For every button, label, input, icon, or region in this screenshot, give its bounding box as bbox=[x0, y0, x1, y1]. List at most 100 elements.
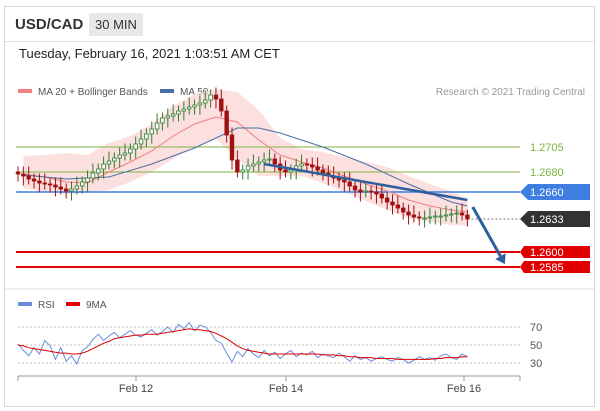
pivot-tag-label-1.2660: 1.2660 bbox=[530, 187, 564, 199]
rsi-legend-swatch bbox=[18, 302, 32, 306]
projection-arrowhead bbox=[495, 253, 506, 264]
candle-body bbox=[384, 197, 390, 203]
candle-body bbox=[310, 164, 315, 168]
candle-body bbox=[80, 181, 85, 187]
projection-arrow-shaft bbox=[471, 206, 502, 257]
candle-body bbox=[272, 158, 277, 165]
candle-body bbox=[42, 182, 47, 185]
ma50-legend-label: MA 50 bbox=[180, 87, 209, 98]
candle-body bbox=[74, 185, 80, 190]
candle-body bbox=[128, 148, 133, 154]
candle-body bbox=[422, 217, 427, 220]
ma20-legend-label: MA 20 + Bollinger Bands bbox=[38, 87, 148, 98]
candle-body bbox=[411, 214, 417, 218]
candle-body bbox=[208, 94, 213, 101]
candle-body bbox=[261, 159, 267, 163]
candle-body bbox=[395, 204, 401, 209]
ma9-legend-swatch bbox=[66, 302, 80, 306]
candle-body bbox=[203, 99, 208, 104]
currency-pair-title: USD/CAD bbox=[15, 16, 84, 33]
candle-body bbox=[235, 159, 240, 173]
ma50-legend-swatch bbox=[160, 89, 174, 93]
candle-body bbox=[170, 113, 176, 117]
current-price-tag bbox=[520, 211, 590, 227]
trend-layer bbox=[263, 162, 506, 264]
candle-body bbox=[53, 184, 58, 188]
support-tag-label-1.2585: 1.2585 bbox=[530, 262, 564, 274]
candle-body bbox=[363, 190, 368, 193]
candle-body bbox=[379, 193, 384, 199]
candle-body bbox=[417, 216, 422, 219]
support-tag-1.2585 bbox=[520, 261, 590, 273]
candle-body bbox=[465, 214, 470, 220]
candle-body bbox=[304, 163, 310, 166]
rsi-ma-line bbox=[17, 328, 468, 360]
support-tag-1.2600 bbox=[520, 246, 590, 258]
candle-body bbox=[149, 128, 154, 135]
ma9-legend-label: 9MA bbox=[86, 300, 107, 311]
candle-body bbox=[165, 115, 170, 119]
resistance-label-1.2680: 1.2680 bbox=[530, 167, 564, 179]
candle-body bbox=[245, 165, 251, 171]
candle-body bbox=[58, 186, 63, 190]
candle-body bbox=[69, 188, 74, 192]
candle-body bbox=[229, 134, 235, 161]
candle-body bbox=[347, 181, 352, 187]
candle-body bbox=[31, 178, 37, 182]
bollinger-band-layer bbox=[23, 89, 468, 226]
candle-body bbox=[283, 169, 288, 173]
candle-body bbox=[90, 172, 96, 179]
candle-body bbox=[288, 169, 294, 173]
x-tick-label: Feb 14 bbox=[269, 383, 303, 395]
chart-header: USD/CAD 30 MIN bbox=[5, 7, 594, 42]
candle-body bbox=[192, 104, 197, 108]
candle-body bbox=[459, 212, 465, 216]
rsi-tick-label: 50 bbox=[530, 340, 542, 352]
candle-body bbox=[176, 110, 181, 115]
candle-body bbox=[186, 106, 192, 110]
chart-timestamp: Tuesday, February 16, 2021 1:03:51 AM CE… bbox=[19, 46, 280, 61]
candle-body bbox=[352, 185, 358, 191]
candle-body bbox=[256, 161, 261, 165]
candle-body bbox=[117, 154, 122, 159]
candle-body bbox=[433, 215, 438, 218]
current-price-label: 1.2633 bbox=[530, 214, 564, 226]
candle-body bbox=[101, 163, 106, 170]
timeframe-badge[interactable]: 30 MIN bbox=[89, 13, 143, 36]
candle-body bbox=[15, 171, 21, 175]
candle-body bbox=[358, 189, 363, 193]
trend-line bbox=[263, 162, 468, 202]
candle-body bbox=[160, 117, 165, 124]
rsi-line bbox=[17, 321, 468, 365]
credit-text: Research © 2021 Trading Central bbox=[436, 87, 585, 98]
x-tick-label: Feb 12 bbox=[119, 383, 153, 395]
candle-body bbox=[144, 133, 149, 140]
candle-body bbox=[133, 143, 138, 150]
candle-body bbox=[224, 110, 229, 136]
candle-body bbox=[138, 138, 144, 145]
price-tags-layer: 1.2705 1.2680 1.2660 1.2633 1.2600 1.2585 bbox=[520, 142, 590, 274]
pivot-tag-1.2660 bbox=[520, 184, 590, 200]
candle-body bbox=[219, 98, 224, 112]
candle-body bbox=[454, 212, 459, 215]
candle-body bbox=[63, 188, 69, 192]
support-tag-label-1.2600: 1.2600 bbox=[530, 247, 564, 259]
candle-body bbox=[299, 163, 304, 167]
candle-body bbox=[106, 160, 112, 165]
ma20-legend-swatch bbox=[18, 89, 32, 93]
candle-body bbox=[47, 183, 53, 186]
candle-body bbox=[85, 177, 90, 183]
candle-body bbox=[181, 108, 187, 112]
candle-body bbox=[315, 166, 320, 171]
candle-body bbox=[406, 211, 411, 216]
candle-body bbox=[320, 169, 326, 174]
candle-body bbox=[37, 180, 42, 184]
candle-body bbox=[251, 163, 256, 167]
x-axis: Feb 12 Feb 14 Feb 16 bbox=[17, 375, 521, 395]
candle-body bbox=[21, 173, 26, 177]
candle-body bbox=[368, 190, 374, 193]
candle-body bbox=[342, 179, 347, 183]
candle-body bbox=[240, 169, 245, 173]
resistance-label-1.2705: 1.2705 bbox=[530, 142, 564, 154]
